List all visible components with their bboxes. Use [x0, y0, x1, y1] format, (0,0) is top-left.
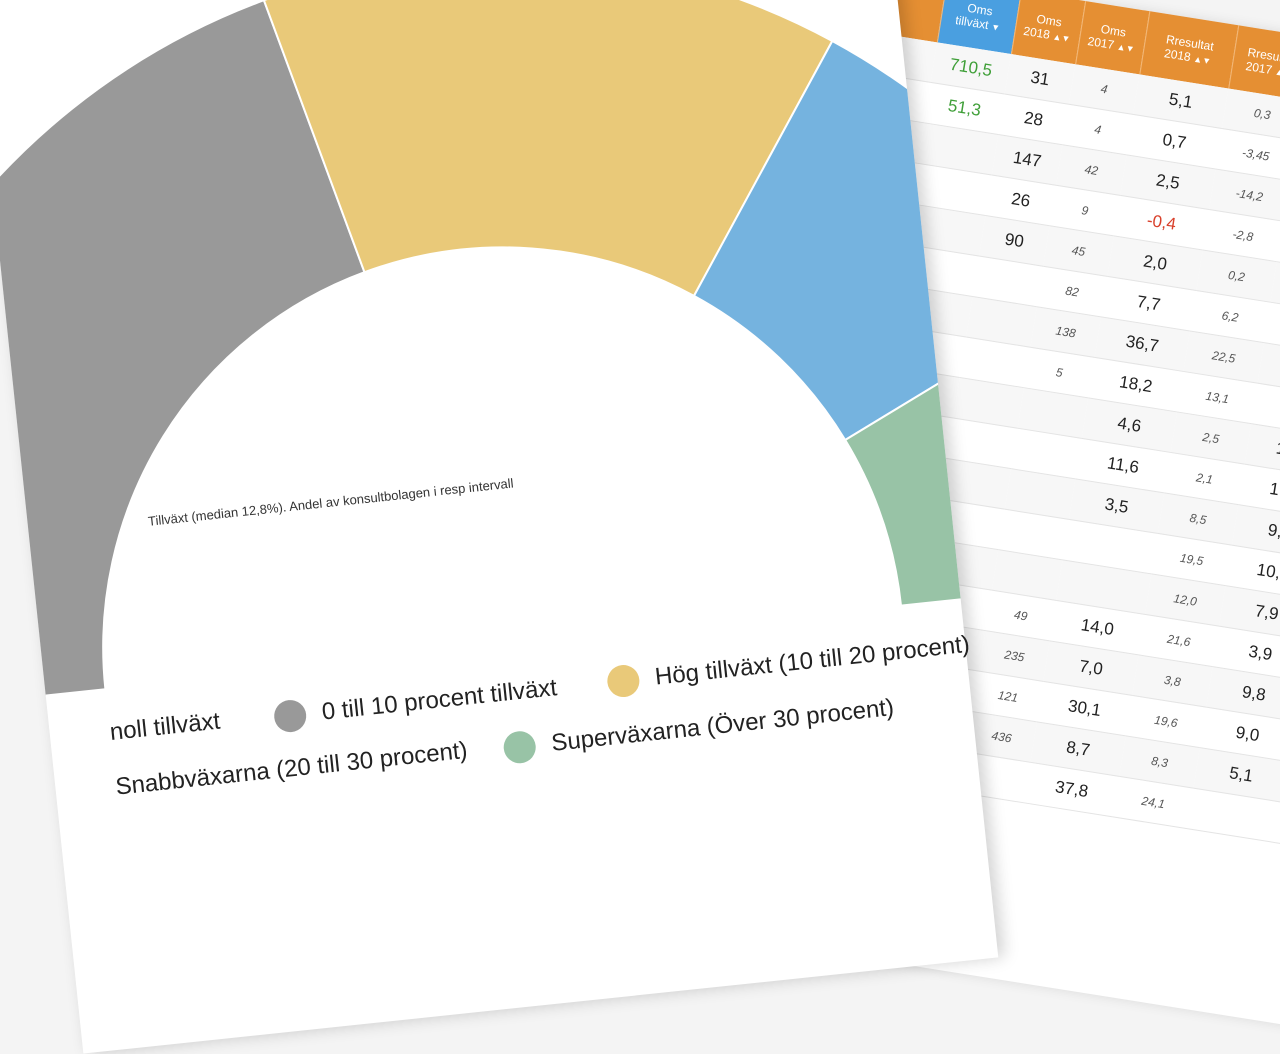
sort-icon[interactable]: ▲▼	[1052, 30, 1072, 44]
legend-dot-icon	[605, 663, 641, 699]
legend-dot-icon	[502, 729, 538, 765]
sort-icon[interactable]: ▲▼	[1274, 66, 1280, 79]
pie-slice[interactable]	[832, 283, 999, 610]
pie-slice[interactable]	[262, 0, 858, 337]
pie-slice[interactable]	[0, 0, 405, 721]
column-header[interactable]: Oms 2017▲▼	[1075, 1, 1150, 75]
sort-icon[interactable]: ▲▼	[1192, 53, 1212, 66]
column-header[interactable]: Oms 2018▲▼	[1010, 0, 1086, 65]
column-header-label: Oms tillväxt	[954, 0, 994, 32]
sort-icon[interactable]: ▲▼	[1116, 41, 1136, 54]
legend-dot-icon	[272, 698, 308, 734]
sort-desc-icon[interactable]: ▼	[990, 21, 1001, 33]
chart-card: 27,10%16,82%14,02% Tillväxt (median 12,8…	[0, 0, 999, 1054]
